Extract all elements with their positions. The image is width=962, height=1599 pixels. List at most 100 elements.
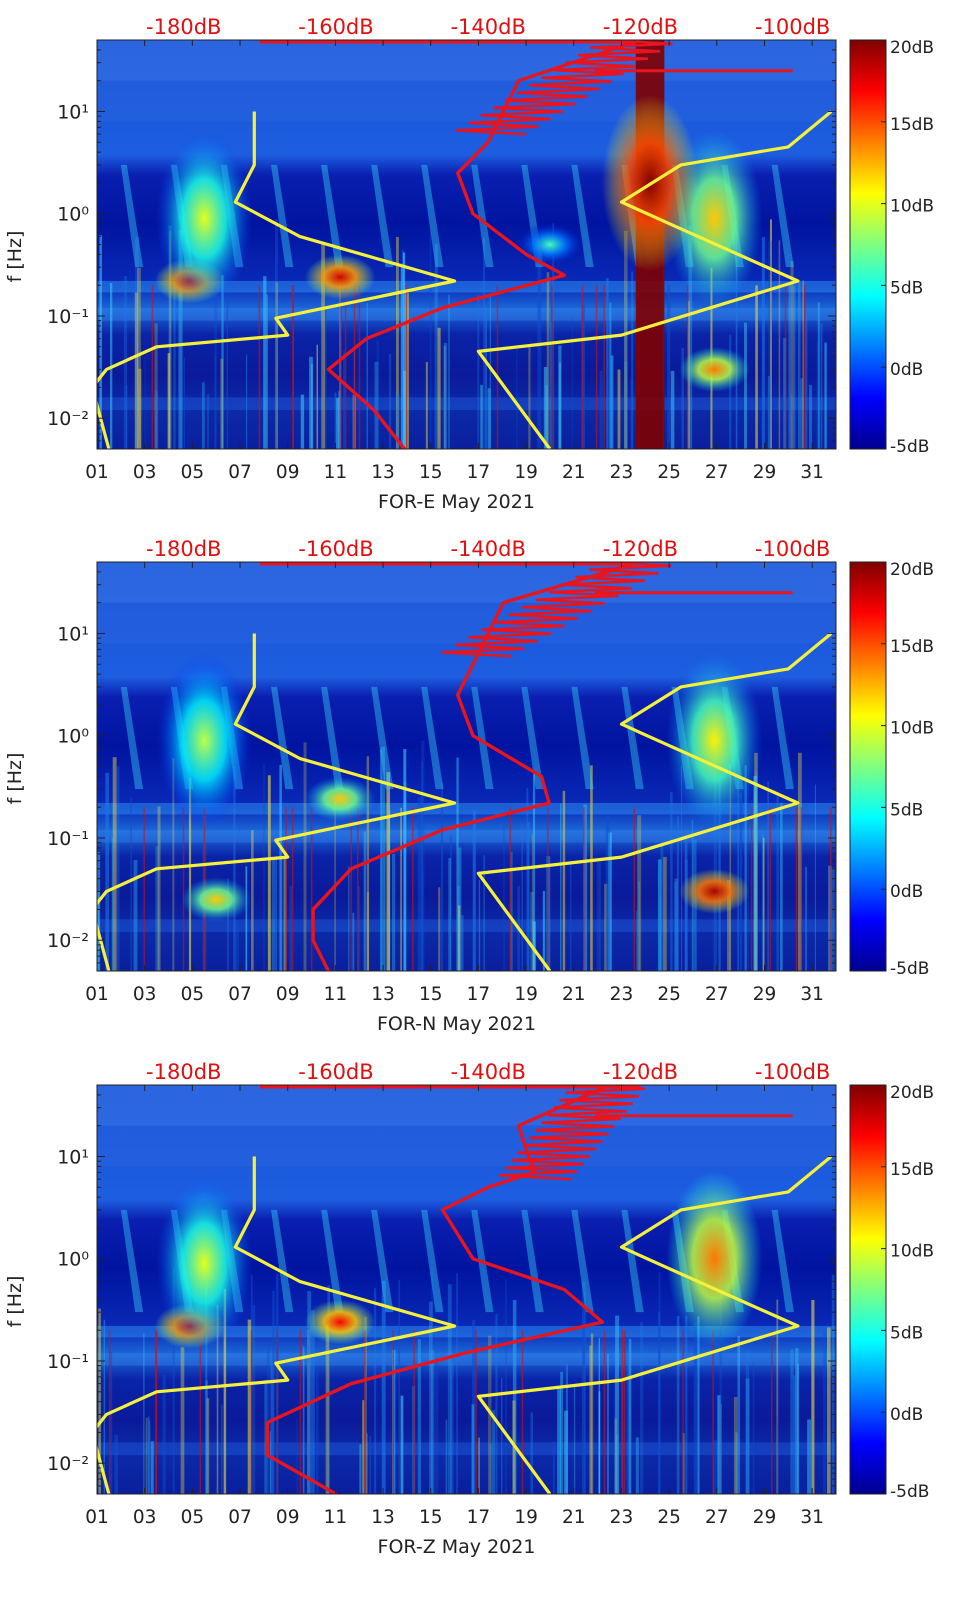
vertical-streak xyxy=(824,342,827,449)
vertical-streak xyxy=(325,1324,329,1494)
impulse-spike xyxy=(310,807,313,971)
vertical-streak xyxy=(223,1288,227,1494)
vertical-streak xyxy=(745,1378,750,1494)
vertical-streak xyxy=(448,294,450,449)
impulse-spike xyxy=(621,1330,624,1494)
vertical-streak xyxy=(638,881,640,971)
vertical-streak xyxy=(793,285,796,449)
y-tick-label: 10⁰ xyxy=(57,1249,89,1271)
model-curve-2 xyxy=(476,110,833,449)
vertical-streak xyxy=(275,282,279,449)
impulse-spike xyxy=(521,1330,524,1494)
vertical-streak xyxy=(564,1410,568,1494)
vertical-streak xyxy=(438,887,441,971)
vertical-streak xyxy=(450,1361,454,1494)
colorbar-tick-label: 15dB xyxy=(890,115,934,135)
vertical-streak xyxy=(673,881,677,971)
vertical-streak xyxy=(421,761,423,971)
vertical-streak xyxy=(110,1351,113,1494)
frequency-band xyxy=(97,829,836,843)
vertical-streak xyxy=(267,775,271,971)
vertical-streak xyxy=(252,1305,256,1494)
impulse-spike xyxy=(405,285,408,449)
frequency-band xyxy=(97,1352,836,1366)
vertical-streak xyxy=(137,267,141,449)
impulse-spike xyxy=(581,285,584,449)
vertical-streak xyxy=(275,856,277,971)
vertical-streak xyxy=(366,892,370,971)
y-tick-label: 10⁻² xyxy=(47,1453,89,1475)
vertical-streak xyxy=(780,802,783,971)
dispersion-plume xyxy=(321,686,344,790)
x-tick-label: 19 xyxy=(514,462,538,483)
impulse-spike xyxy=(603,285,605,449)
vertical-streak xyxy=(560,803,562,971)
vertical-streak xyxy=(97,852,101,971)
vertical-streak xyxy=(521,823,523,971)
x-tick-label: 09 xyxy=(276,1507,300,1528)
x-tick-label: 03 xyxy=(133,984,157,1005)
y-tick-label: 10⁻¹ xyxy=(47,828,89,850)
panel-2: 01 03 05 07 09 11 13 15 17 19 21 23 25 27 29 31 FOR-N Ma… xyxy=(4,537,934,1035)
vertical-streak xyxy=(737,741,740,971)
vertical-streak xyxy=(321,244,326,449)
impulse-spike xyxy=(199,1330,202,1494)
vertical-streak xyxy=(663,856,667,971)
vertical-streak xyxy=(143,1333,145,1494)
dispersion-plume xyxy=(571,686,594,790)
vertical-streak xyxy=(173,282,176,449)
vertical-streak xyxy=(205,1380,209,1494)
vertical-streak xyxy=(809,384,812,449)
vertical-streak xyxy=(227,878,229,971)
impulse-spike xyxy=(547,807,549,971)
vertical-streak xyxy=(369,1435,372,1494)
dispersion-plume xyxy=(321,164,344,268)
vertical-streak xyxy=(753,775,757,971)
x-tick-label: 11 xyxy=(324,1507,348,1528)
vertical-streak xyxy=(145,1417,148,1494)
impulse-spike xyxy=(496,285,499,449)
vertical-streak xyxy=(417,1339,421,1494)
vertical-streak xyxy=(429,1301,433,1494)
vertical-streak xyxy=(403,749,407,971)
model-curve-2 xyxy=(476,1155,833,1494)
x-tick-label: 05 xyxy=(181,984,205,1005)
vertical-streak xyxy=(581,304,585,449)
vertical-streak xyxy=(747,757,750,971)
model-curve-2 xyxy=(476,632,833,971)
impulse-spike xyxy=(155,1330,158,1494)
impulse-spike xyxy=(712,1330,714,1494)
vertical-streak xyxy=(728,334,732,449)
vertical-streak xyxy=(103,1319,106,1494)
vertical-streak xyxy=(635,1437,639,1494)
vertical-streak xyxy=(376,340,380,449)
vertical-streak xyxy=(487,388,491,449)
vertical-streak xyxy=(111,837,114,971)
vertical-streak xyxy=(640,1322,644,1494)
vertical-streak xyxy=(172,758,175,971)
x-tick-label: 21 xyxy=(562,462,586,483)
vertical-streak xyxy=(362,1400,365,1494)
vertical-streak xyxy=(216,1304,219,1494)
vertical-streak xyxy=(245,354,248,449)
vertical-streak xyxy=(788,284,791,449)
vertical-streak xyxy=(814,784,816,971)
energy-hotspot xyxy=(514,222,586,267)
vertical-streak xyxy=(658,1311,661,1494)
vertical-streak xyxy=(719,1267,722,1494)
impulse-spike xyxy=(769,807,772,971)
vertical-streak xyxy=(590,765,593,971)
vertical-streak xyxy=(630,378,633,449)
x-tick-label: 15 xyxy=(419,1507,443,1528)
vertical-streak xyxy=(744,765,747,971)
vertical-streak xyxy=(348,866,350,971)
vertical-streak xyxy=(155,846,159,971)
x-tick-label: 27 xyxy=(705,462,729,483)
x-tick-label: 13 xyxy=(371,984,395,1005)
vertical-streak xyxy=(282,841,284,971)
impulse-spike xyxy=(795,807,798,971)
impulse-spike xyxy=(475,1330,477,1494)
colorbar-tick-label: -5dB xyxy=(890,437,929,457)
x-tick-label: 17 xyxy=(467,984,491,1005)
vertical-streak xyxy=(573,1385,576,1494)
